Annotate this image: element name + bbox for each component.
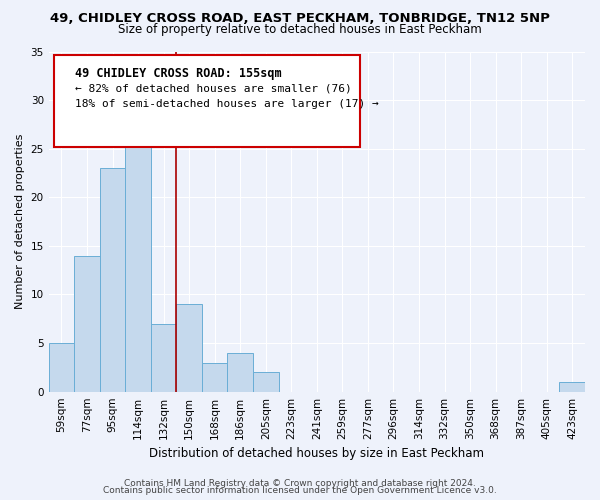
X-axis label: Distribution of detached houses by size in East Peckham: Distribution of detached houses by size …	[149, 447, 484, 460]
Bar	[125, 139, 151, 392]
Text: Contains HM Land Registry data © Crown copyright and database right 2024.: Contains HM Land Registry data © Crown c…	[124, 478, 476, 488]
Bar	[559, 382, 585, 392]
Bar	[74, 256, 100, 392]
Text: ← 82% of detached houses are smaller (76): ← 82% of detached houses are smaller (76…	[76, 84, 352, 94]
Bar	[176, 304, 202, 392]
Bar	[49, 343, 74, 392]
Bar	[253, 372, 278, 392]
Text: 49 CHIDLEY CROSS ROAD: 155sqm: 49 CHIDLEY CROSS ROAD: 155sqm	[76, 67, 282, 80]
Text: Contains public sector information licensed under the Open Government Licence v3: Contains public sector information licen…	[103, 486, 497, 495]
Text: 18% of semi-detached houses are larger (17) →: 18% of semi-detached houses are larger (…	[76, 99, 379, 109]
Text: Size of property relative to detached houses in East Peckham: Size of property relative to detached ho…	[118, 22, 482, 36]
FancyBboxPatch shape	[54, 55, 360, 147]
Bar	[227, 353, 253, 392]
Y-axis label: Number of detached properties: Number of detached properties	[15, 134, 25, 310]
Text: 49, CHIDLEY CROSS ROAD, EAST PECKHAM, TONBRIDGE, TN12 5NP: 49, CHIDLEY CROSS ROAD, EAST PECKHAM, TO…	[50, 12, 550, 26]
Bar	[151, 324, 176, 392]
Bar	[100, 168, 125, 392]
Bar	[202, 362, 227, 392]
